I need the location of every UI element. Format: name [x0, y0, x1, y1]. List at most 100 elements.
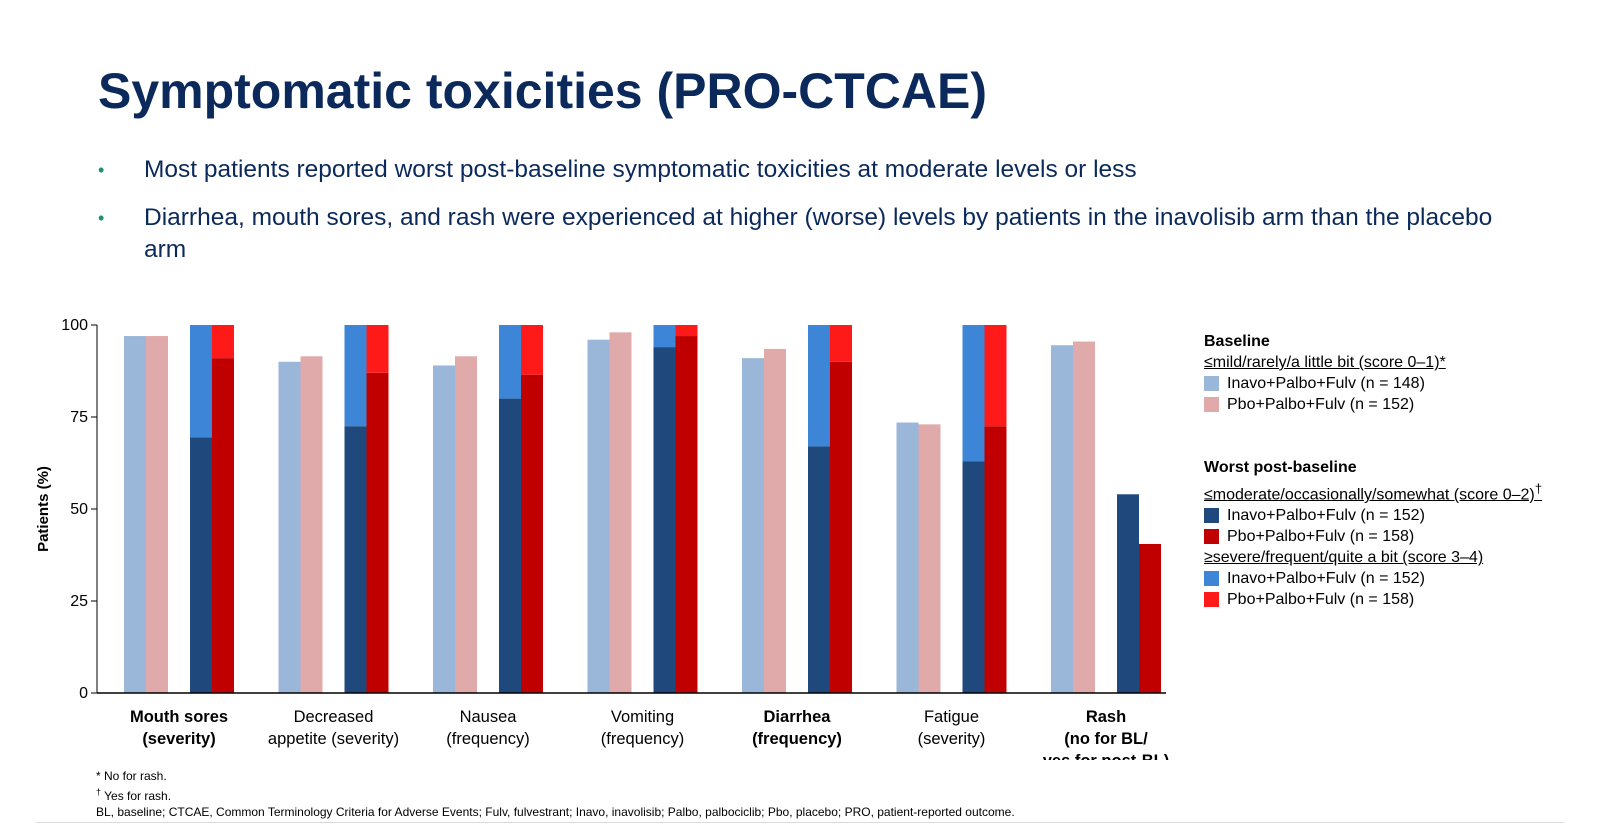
x-category-label: Fatigue (severity): [918, 708, 986, 748]
legend-swatch: [1204, 592, 1219, 608]
bar-baseline-inavo: [124, 336, 146, 693]
x-category-label-line: Vomiting: [611, 708, 674, 726]
dagger-mark: †: [1534, 481, 1543, 496]
x-category-label-line: Nausea: [460, 708, 518, 726]
bullet-item: • Diarrhea, mouth sores, and rash were e…: [98, 202, 1538, 266]
legend-label: Inavo+Palbo+Fulv (n = 148): [1227, 375, 1425, 392]
bar-worst-moderate-inavo: [653, 347, 676, 693]
legend-item: Inavo+Palbo+Fulv (n = 152): [1204, 505, 1542, 526]
bar-worst-moderate-inavo: [499, 398, 521, 693]
bar-worst-severe-inavo: [653, 325, 676, 348]
footnote-abbreviations: BL, baseline; CTCAE, Common Terminology …: [96, 805, 1015, 819]
legend-swatch: [1204, 376, 1219, 391]
bar-worst-severe-pbo: [521, 325, 543, 375]
chart-legend: Baseline ≤mild/rarely/a little bit (scor…: [1204, 331, 1542, 610]
bar-worst-severe-inavo: [962, 325, 985, 462]
bar-worst-severe-inavo: [344, 325, 367, 427]
bar-baseline-inavo: [433, 365, 455, 693]
legend-item: Inavo+Palbo+Fulv (n = 148): [1204, 373, 1542, 394]
y-axis-title: Patients (%): [35, 466, 52, 552]
bar-baseline-inavo: [742, 358, 764, 693]
y-tick-label: 0: [79, 685, 88, 702]
x-category-label-line: (no for BL/: [1064, 730, 1148, 748]
y-tick-label: 25: [70, 593, 88, 610]
bar-worst-moderate-pbo: [984, 426, 1007, 693]
bar-worst-moderate-inavo: [344, 426, 367, 693]
bar-baseline-pbo: [455, 356, 477, 693]
legend-swatch: [1204, 529, 1219, 545]
bar-worst-moderate-inavo: [962, 461, 985, 693]
x-category-label: Mouth sores (severity): [130, 708, 228, 748]
x-category-label-line: appetite (severity): [268, 730, 399, 748]
bar-worst-moderate-pbo: [1139, 543, 1161, 693]
x-category-label-line: (severity): [918, 730, 986, 748]
x-category-label-line: Rash: [1086, 708, 1126, 726]
y-tick-label: 50: [70, 501, 88, 518]
legend-item: Pbo+Palbo+Fulv (n = 158): [1204, 526, 1542, 547]
bar-worst-moderate-pbo: [830, 361, 852, 693]
legend-label: Pbo+Palbo+Fulv (n = 158): [1227, 591, 1415, 609]
legend-worst-subtitle-moderate: ≤moderate/occasionally/somewhat (score 0…: [1204, 481, 1543, 504]
bar-baseline-inavo: [896, 422, 919, 693]
footnote-1: * No for rash.: [96, 769, 167, 783]
bar-worst-severe-inavo: [808, 325, 830, 447]
bar-baseline-pbo: [300, 356, 323, 693]
bar-worst-moderate-pbo: [366, 372, 389, 693]
bar-baseline-pbo: [146, 336, 168, 693]
x-category-label: Decreased appetite (severity): [268, 708, 399, 748]
x-category-label: Nausea (frequency): [446, 708, 529, 748]
bar-worst-moderate-pbo: [675, 336, 698, 693]
bar-worst-moderate-inavo: [190, 437, 212, 693]
bar-worst-moderate-pbo: [212, 358, 234, 693]
legend-item: Pbo+Palbo+Fulv (n = 158): [1204, 589, 1542, 610]
bar-baseline-pbo: [609, 332, 632, 693]
bar-worst-severe-pbo: [675, 325, 698, 337]
legend-label: Inavo+Palbo+Fulv (n = 152): [1227, 570, 1425, 588]
x-category-label-line: (frequency): [601, 730, 684, 748]
legend-label: Pbo+Palbo+Fulv (n = 152): [1227, 396, 1415, 413]
legend-worst-subtitle-severe: ≥severe/frequent/quite a bit (score 3–4): [1204, 549, 1484, 567]
bar-worst-severe-pbo: [212, 325, 234, 359]
bar-worst-moderate-inavo: [808, 446, 830, 693]
bar-baseline-pbo: [764, 348, 786, 693]
bottom-divider: [36, 822, 1564, 823]
bar-worst-moderate-inavo: [1117, 494, 1139, 693]
bar-chart: 0 25 50 75 100 Patients (%) Mouth sores (severi…: [35, 317, 1170, 760]
bar-worst-severe-inavo: [190, 325, 212, 438]
legend-swatch: [1204, 571, 1219, 587]
bullet-list: • Most patients reported worst post-base…: [98, 154, 1538, 282]
bar-worst-severe-inavo: [499, 325, 521, 399]
x-category-label: Rash (no for BL/yes for post-BL): [1043, 708, 1170, 760]
x-category-label-line: Decreased: [294, 708, 374, 726]
x-category-label-line: Diarrhea: [764, 708, 832, 726]
x-category-label-line: (frequency): [752, 730, 842, 748]
bar-baseline-pbo: [1073, 341, 1095, 693]
bar-baseline-pbo: [918, 424, 941, 693]
bullet-text: Most patients reported worst post-baseli…: [144, 156, 1137, 183]
bar-worst-moderate-pbo: [521, 374, 543, 693]
legend-label: Pbo+Palbo+Fulv (n = 158): [1227, 528, 1415, 546]
slide-title: Symptomatic toxicities (PRO-CTCAE): [98, 63, 988, 119]
x-category-label: Diarrhea (frequency): [752, 708, 842, 748]
bar-baseline-inavo: [587, 339, 610, 693]
bullet-item: • Most patients reported worst post-base…: [98, 154, 1538, 186]
legend-baseline-title: Baseline: [1204, 333, 1270, 350]
dagger-mark: †: [96, 787, 102, 797]
bar-baseline-inavo: [1051, 345, 1073, 693]
x-category-label-line: yes for post-BL): [1043, 752, 1170, 760]
legend-baseline-subtitle: ≤mild/rarely/a little bit (score 0–1)*: [1204, 354, 1446, 371]
legend-swatch: [1204, 397, 1219, 412]
footnotes: * No for rash. † Yes for rash. BL, basel…: [96, 768, 1015, 820]
bar-worst-severe-pbo: [984, 325, 1007, 427]
legend-item: Pbo+Palbo+Fulv (n = 152): [1204, 394, 1542, 415]
footnote-2: † Yes for rash.: [96, 787, 172, 803]
x-category-label: Vomiting (frequency): [601, 708, 684, 748]
y-tick-label: 75: [70, 409, 88, 426]
bar-worst-severe-pbo: [830, 325, 852, 362]
x-category-label-line: Fatigue: [924, 708, 979, 726]
bar-baseline-inavo: [278, 361, 301, 693]
legend-item: Inavo+Palbo+Fulv (n = 152): [1204, 568, 1542, 589]
x-category-label-line: (severity): [142, 730, 215, 748]
y-tick-label: 100: [61, 317, 88, 334]
bullet-text: Diarrhea, mouth sores, and rash were exp…: [144, 204, 1493, 263]
